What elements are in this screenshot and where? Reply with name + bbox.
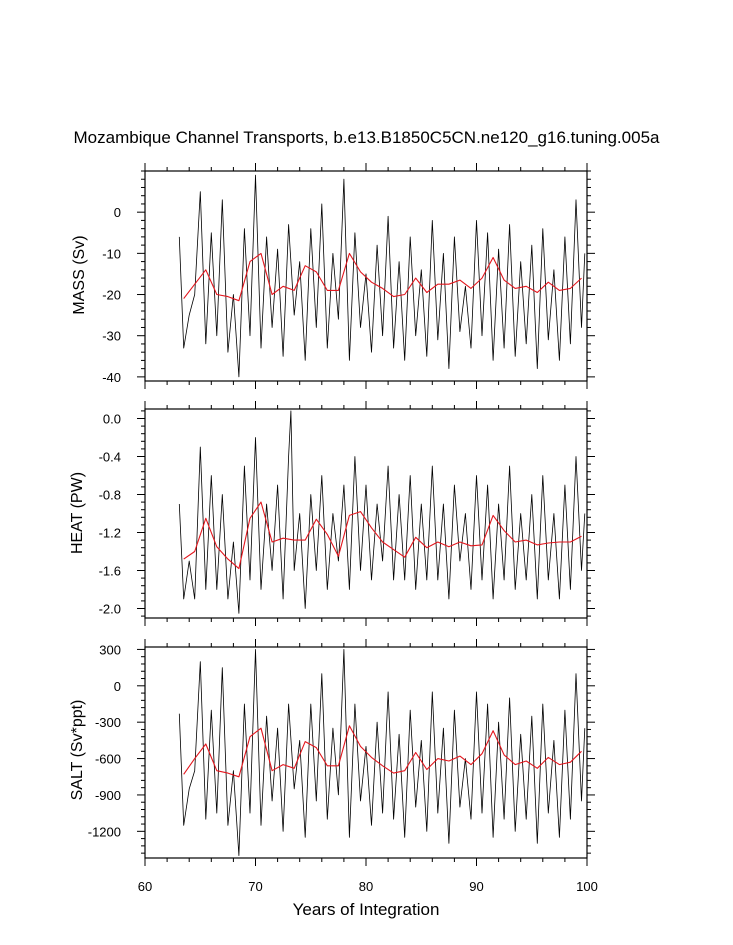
x-tick-label: 100 xyxy=(576,879,598,894)
x-tick-label: 90 xyxy=(469,879,483,894)
annual-mean-line xyxy=(183,252,582,302)
y-tick-label: 0.0 xyxy=(103,412,121,427)
chart-title: Mozambique Channel Transports, b.e13.B18… xyxy=(73,128,660,147)
annual-mean-line xyxy=(183,725,582,778)
y-tick-label: -1.2 xyxy=(99,526,121,541)
y-tick-label: -900 xyxy=(95,788,121,803)
y-tick-label: -600 xyxy=(95,752,121,767)
y-tick-label: -300 xyxy=(95,715,121,730)
monthly-series-line xyxy=(178,410,586,614)
y-tick-label: -1.6 xyxy=(99,564,121,579)
y-tick-label: -30 xyxy=(102,329,121,344)
y-tick-label: -20 xyxy=(102,288,121,303)
monthly-series-line xyxy=(178,174,586,378)
x-axis-label: Years of Integration xyxy=(292,900,440,919)
panel-salt-ylabel: SALT (Sv*ppt) xyxy=(69,699,86,801)
y-tick-label: 0 xyxy=(114,205,121,220)
y-tick-label: -0.4 xyxy=(99,450,121,465)
x-tick-label: 70 xyxy=(248,879,262,894)
y-tick-label: 300 xyxy=(99,642,121,657)
x-tick-label: 80 xyxy=(359,879,373,894)
y-tick-label: -0.8 xyxy=(99,488,121,503)
panel-mass-ylabel: MASS (Sv) xyxy=(71,235,88,315)
monthly-series-line xyxy=(178,649,586,856)
y-tick-label: -40 xyxy=(102,370,121,385)
x-tick-label: 60 xyxy=(138,879,152,894)
annual-mean-line xyxy=(183,501,582,570)
y-tick-label: -1200 xyxy=(88,824,121,839)
y-tick-label: -2.0 xyxy=(99,602,121,617)
y-tick-label: -10 xyxy=(102,246,121,261)
panel-heat-ylabel: HEAT (PW) xyxy=(69,471,86,555)
y-tick-label: 0 xyxy=(114,679,121,694)
